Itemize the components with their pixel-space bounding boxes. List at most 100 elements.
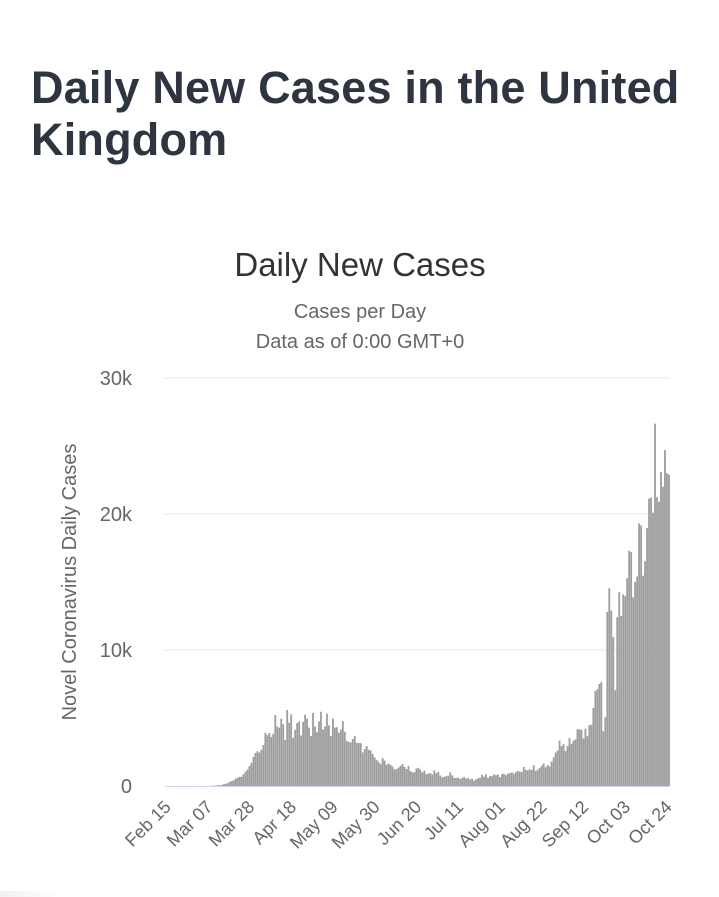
bar <box>387 763 390 786</box>
bar <box>369 750 372 786</box>
bar <box>278 727 281 786</box>
x-tick-label: Oct 24 <box>624 797 676 849</box>
bar <box>328 725 330 786</box>
bar <box>566 745 569 786</box>
bar <box>441 777 444 786</box>
bar <box>510 772 513 786</box>
bar <box>355 742 358 786</box>
bar <box>326 713 328 786</box>
bar <box>296 723 299 786</box>
bar <box>365 746 368 786</box>
bar <box>254 752 257 786</box>
bar-series <box>196 423 670 786</box>
bar <box>324 726 326 786</box>
bar <box>624 596 627 786</box>
bar <box>230 780 233 786</box>
bar <box>471 778 474 786</box>
bar <box>550 761 553 786</box>
bar <box>270 736 273 786</box>
bar <box>415 768 418 786</box>
bar <box>316 732 318 786</box>
y-tick-label: 30k <box>100 368 133 390</box>
daily-cases-chart: Daily New Cases Cases per Day Data as of… <box>59 246 676 853</box>
bar <box>234 778 237 786</box>
bar <box>359 743 362 786</box>
bar <box>630 552 633 786</box>
bar <box>644 561 646 786</box>
bar <box>485 774 487 786</box>
bar <box>337 732 340 786</box>
bar <box>220 785 223 786</box>
bar <box>596 689 599 786</box>
bar <box>475 779 477 786</box>
chart-title: Daily New Cases <box>234 246 485 283</box>
bar <box>236 777 239 786</box>
bar <box>518 771 521 786</box>
bar <box>646 528 648 786</box>
bar <box>455 778 458 786</box>
bar <box>268 732 271 786</box>
bar <box>409 771 412 786</box>
bar <box>632 597 635 786</box>
bar <box>330 735 332 786</box>
bar <box>371 754 374 786</box>
bar <box>391 766 394 786</box>
bar <box>654 423 656 786</box>
bar <box>640 525 643 786</box>
bar <box>648 498 650 786</box>
bottom-scroll-shadow <box>0 891 60 897</box>
bar <box>429 772 432 786</box>
bar <box>570 743 573 786</box>
bar <box>572 740 575 786</box>
bar <box>322 729 324 786</box>
bar <box>459 778 462 786</box>
bar <box>443 776 446 786</box>
page-title: Daily New Cases in the United Kingdom <box>31 62 680 165</box>
y-tick-label: 0 <box>121 776 132 798</box>
bar <box>526 770 529 786</box>
bar <box>433 770 436 786</box>
bar <box>218 785 221 786</box>
bar <box>435 773 438 786</box>
bar <box>636 576 639 786</box>
bar <box>393 769 396 786</box>
bar <box>244 771 247 786</box>
bar <box>538 767 541 786</box>
bar <box>347 742 350 786</box>
bar <box>502 773 505 786</box>
bar <box>341 720 344 786</box>
bar <box>300 735 303 786</box>
bar <box>334 727 336 786</box>
bar <box>314 726 316 786</box>
bar <box>491 776 493 786</box>
bar <box>248 766 251 786</box>
bar <box>318 721 320 786</box>
bar <box>262 745 265 786</box>
bar <box>620 616 623 786</box>
bar <box>616 617 619 786</box>
bar <box>419 769 422 786</box>
bar <box>542 763 545 786</box>
bar <box>431 774 434 786</box>
bar <box>582 738 585 786</box>
bar <box>552 757 555 786</box>
bar <box>477 778 479 786</box>
x-tick-label: Sep 12 <box>538 797 592 851</box>
bar <box>512 773 515 786</box>
bar <box>520 771 523 786</box>
bar <box>226 783 229 786</box>
bar <box>353 736 356 786</box>
chart-subtitle-data-as-of: Data as of 0:00 GMT+0 <box>256 331 464 353</box>
x-tick-label: Feb 15 <box>121 797 175 851</box>
bar <box>501 774 503 786</box>
bar <box>351 739 354 786</box>
bar <box>445 776 448 786</box>
bar <box>274 715 277 786</box>
bar <box>560 746 563 786</box>
bar <box>600 682 603 786</box>
bar <box>417 767 420 786</box>
bar <box>564 751 567 786</box>
bar <box>588 725 591 786</box>
bar <box>614 690 617 786</box>
bar <box>598 684 601 786</box>
